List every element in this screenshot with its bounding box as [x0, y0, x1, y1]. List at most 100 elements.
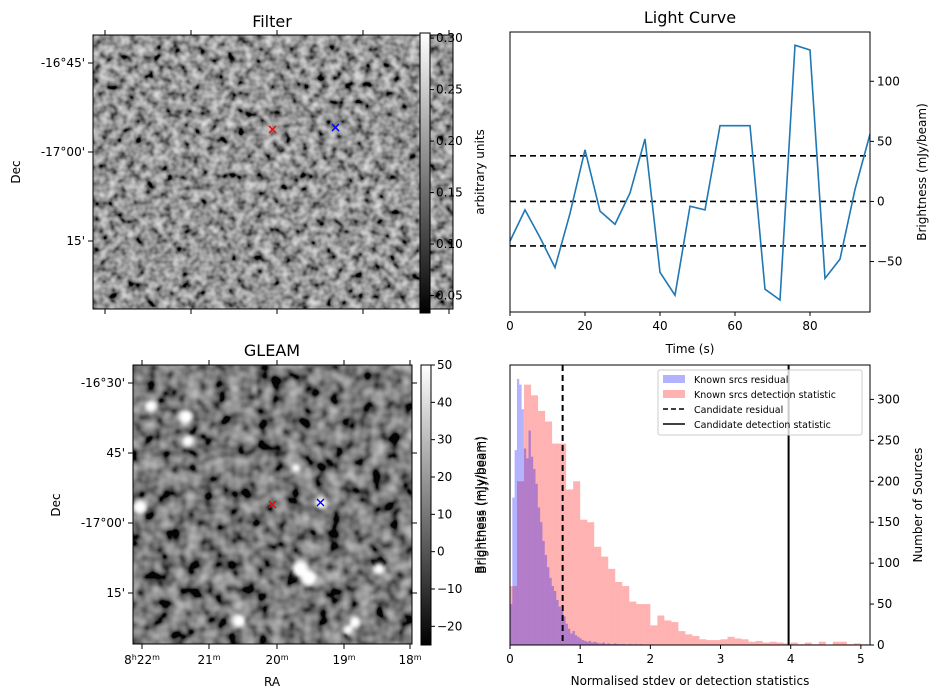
gleam-xtick-label: 20m: [265, 653, 288, 668]
y-tick-label: 300: [877, 392, 900, 406]
filter-axes-frame: [92, 34, 454, 310]
histogram-bar: [699, 639, 707, 645]
histogram-bar: [692, 635, 700, 645]
gleam-xtick-label: 21m: [197, 653, 220, 668]
histogram-bar: [832, 641, 840, 645]
colorbar-tick-label: 0.05: [436, 289, 463, 303]
histogram-bar: [572, 631, 575, 645]
histogram-bar: [580, 519, 588, 645]
histogram-bar: [531, 395, 539, 645]
histogram-bar: [563, 616, 566, 645]
filter-ytick-label: 15': [66, 234, 85, 248]
colorbar-tick-label: 0.15: [436, 186, 463, 200]
light-curve-axes-frame: [509, 31, 871, 313]
light-curve-title: Light Curve: [644, 8, 736, 27]
histogram-bar: [853, 643, 861, 645]
histogram-bar: [521, 409, 524, 645]
legend-swatch-detection: [663, 390, 685, 398]
y-tick-label: 100: [877, 74, 900, 88]
x-tick-label: 4: [787, 652, 795, 666]
colorbar-tick-label: 50: [437, 358, 452, 372]
histogram-bar: [706, 640, 714, 645]
filter-colorbar: [419, 32, 431, 314]
histogram-bar: [804, 642, 812, 645]
histogram-bar: [762, 642, 770, 645]
y-tick-label: 250: [877, 433, 900, 447]
legend-label: Candidate detection statistic: [694, 420, 831, 431]
x-tick-label: 80: [802, 319, 817, 333]
histogram-bar: [567, 628, 571, 645]
filter-candidate-marker: [268, 125, 277, 134]
histogram-bar: [573, 481, 581, 645]
gleam-colorbar-label: Brightness (mJy/beam): [473, 436, 487, 574]
gleam-bright-sources: [133, 387, 385, 635]
histogram-bar: [533, 468, 536, 645]
histogram-bar: [593, 641, 596, 645]
x-tick-label: 1: [576, 652, 584, 666]
histogram-bar: [741, 639, 749, 645]
histogram-bar: [713, 640, 721, 645]
histogram-bar: [685, 634, 693, 645]
y-tick-label: 50: [877, 597, 892, 611]
histogram-bar: [629, 601, 637, 645]
filter-title: Filter: [252, 12, 292, 31]
histogram-bar: [790, 642, 798, 645]
colorbar-tick-label: 20: [437, 470, 452, 484]
histogram-bar: [748, 641, 756, 645]
histogram-bar: [516, 378, 520, 645]
histogram-bar: [622, 586, 630, 645]
filter-x-ticks: [88, 30, 450, 314]
histogram-bar: [545, 421, 553, 645]
colorbar-tick-label: 0.10: [436, 237, 463, 251]
histogram-bar: [570, 633, 573, 645]
gleam-ytick-label: -17°00': [81, 516, 125, 530]
filter-ytick-label: -17°00': [41, 145, 85, 159]
histogram-bar: [510, 604, 513, 645]
histogram-bar: [510, 586, 518, 645]
histogram-ylabel: Number of Sources: [911, 448, 925, 563]
light-curve-line: [509, 44, 871, 302]
histogram-bar: [581, 640, 585, 645]
colorbar-tick-label: 0.25: [436, 83, 463, 97]
histogram-bar: [530, 456, 534, 645]
histogram-bar: [512, 497, 515, 645]
histogram-bar: [678, 631, 686, 645]
histogram-bar: [664, 620, 672, 645]
filter-ylabel: Dec: [9, 160, 23, 183]
histogram-bar: [607, 643, 610, 645]
histogram-bar: [727, 636, 735, 645]
gleam-xlabel: RA: [264, 675, 281, 689]
histogram-bar: [528, 430, 531, 645]
histogram-bar: [544, 554, 548, 645]
histogram-bar: [614, 643, 617, 645]
histogram-bar: [552, 443, 560, 645]
histogram-bar: [586, 641, 589, 645]
filter-known-source-marker: [331, 123, 340, 132]
gleam-title: GLEAM: [244, 341, 300, 360]
gleam-ytick-label: -16°30': [81, 376, 125, 390]
gleam-known-source-marker: [316, 498, 325, 507]
colorbar-tick-label: 30: [437, 433, 452, 447]
histogram-left-ylabel: Brightness (mJy/beam): [475, 436, 489, 574]
histogram-bar: [591, 642, 594, 645]
y-tick-label: 150: [877, 515, 900, 529]
histogram-bar: [517, 481, 525, 645]
colorbar-tick-label: −20: [437, 619, 462, 633]
gleam-ytick-label: 15': [106, 586, 125, 600]
x-tick-label: 20: [577, 319, 592, 333]
gleam-colorbar: [420, 364, 432, 646]
legend-swatch-residual: [663, 375, 685, 383]
y-tick-label: 200: [877, 474, 900, 488]
histogram-bar: [542, 541, 545, 645]
histogram-bar: [594, 546, 602, 645]
filter-colorbar-label: arbitrary units: [473, 129, 487, 215]
x-tick-label: 0: [506, 652, 514, 666]
histogram-bar: [537, 507, 541, 645]
legend-label: Candidate residual: [694, 405, 783, 416]
histogram-bar: [643, 604, 651, 645]
y-tick-label: 0: [877, 194, 885, 208]
gleam-xtick-label: 19m: [332, 653, 355, 668]
